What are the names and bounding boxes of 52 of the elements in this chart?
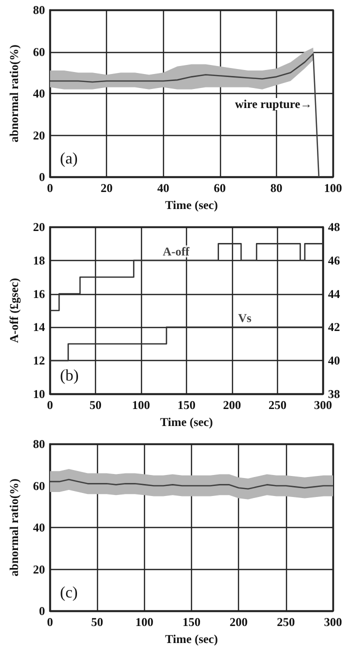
x-tick-label: 150 xyxy=(178,398,196,412)
y-axis-title: A-off (£gsec) xyxy=(7,278,21,343)
x-tick-label: 300 xyxy=(324,615,342,629)
x-tick-label: 250 xyxy=(276,615,295,629)
y2-tick-label: 44 xyxy=(328,286,340,301)
x-tick-label: 100 xyxy=(132,398,150,412)
y-tick-label: 18 xyxy=(33,253,45,268)
x-tick-label: 150 xyxy=(182,615,200,629)
x-axis-title: Time (sec) xyxy=(160,415,213,429)
x-tick-label: 200 xyxy=(223,398,241,412)
series-label: Vs xyxy=(238,311,252,326)
x-tick-label: 60 xyxy=(214,181,226,195)
y2-tick-label: 40 xyxy=(328,354,340,368)
y-tick-label: 60 xyxy=(33,44,45,59)
y-tick-label: 20 xyxy=(33,220,45,234)
x-tick-label: 300 xyxy=(314,398,332,412)
x-tick-label: 250 xyxy=(268,398,286,412)
annotation: (b) xyxy=(60,368,79,384)
annotation: (c) xyxy=(60,584,78,602)
y-tick-label: 10 xyxy=(33,387,45,401)
y-tick-label: 12 xyxy=(33,354,45,368)
y-tick-label: 20 xyxy=(33,562,45,576)
x-axis-title: Time (sec) xyxy=(165,632,218,646)
x-tick-label: 100 xyxy=(135,615,154,629)
series-label: A-off xyxy=(162,244,190,258)
annotation: (a) xyxy=(60,150,78,168)
x-tick-label: 100 xyxy=(324,181,342,195)
y-axis-title: abnormal ratio(%) xyxy=(7,478,21,576)
y2-tick-label: 48 xyxy=(328,220,340,234)
y-tick-label: 0 xyxy=(39,170,45,184)
y-tick-label: 0 xyxy=(39,604,45,618)
y-tick-label: 80 xyxy=(33,437,45,451)
y2-tick-label: 42 xyxy=(328,320,340,334)
y2-tick-label: 38 xyxy=(328,387,340,401)
y-tick-label: 60 xyxy=(33,478,45,493)
y-tick-label: 20 xyxy=(33,128,45,142)
y-tick-label: 40 xyxy=(33,86,45,100)
annotation: wire rupture→ xyxy=(234,96,312,111)
x-tick-label: 50 xyxy=(91,615,104,629)
y-tick-label: 14 xyxy=(33,320,45,334)
line-series xyxy=(49,478,334,490)
x-axis-title: Time (sec) xyxy=(165,198,218,212)
x-tick-label: 40 xyxy=(157,181,170,195)
y-axis-title: abnormal ratio(%) xyxy=(7,44,21,142)
x-tick-label: 80 xyxy=(270,181,282,195)
y-tick-label: 80 xyxy=(33,3,45,17)
x-tick-label: 50 xyxy=(90,398,102,412)
y-tick-label: 16 xyxy=(33,286,45,301)
y2-tick-label: 46 xyxy=(328,253,340,268)
x-tick-label: 20 xyxy=(100,181,113,195)
y-tick-label: 40 xyxy=(33,520,45,534)
x-tick-label: 200 xyxy=(230,615,248,629)
